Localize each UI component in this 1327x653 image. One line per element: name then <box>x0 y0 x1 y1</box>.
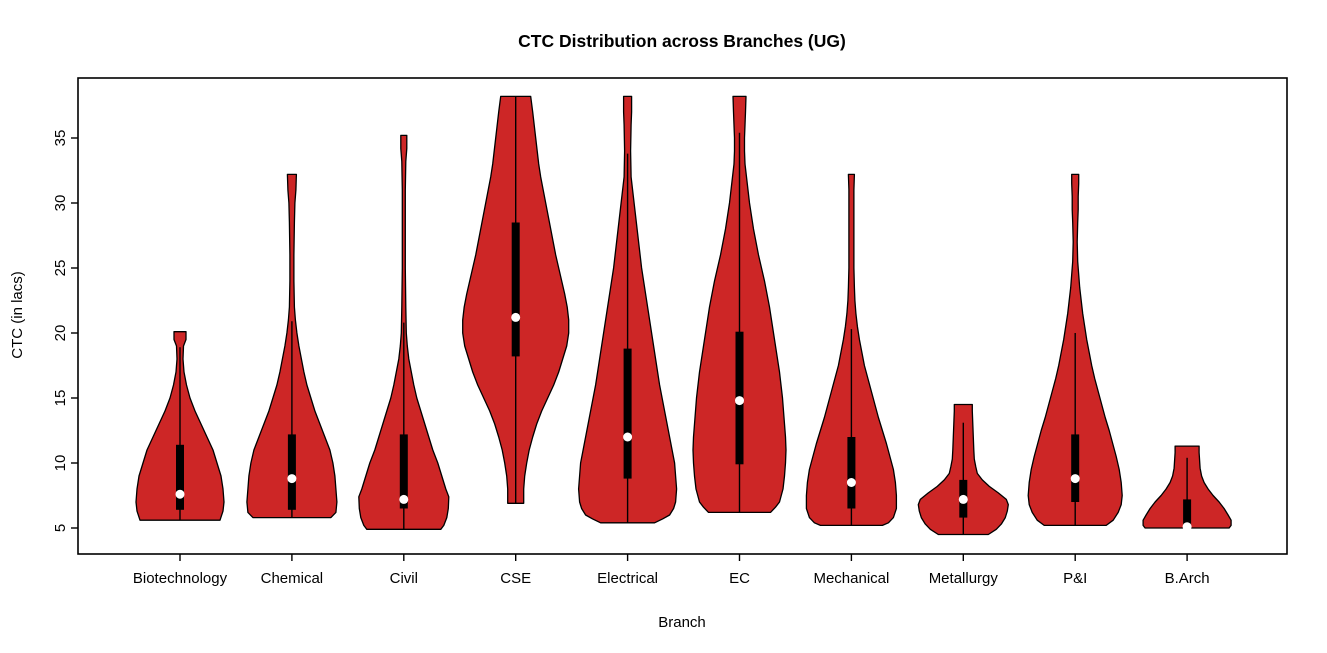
median-dot-biotechnology <box>175 489 185 499</box>
violin-electrical <box>577 95 678 524</box>
iqr-box-civil <box>399 434 408 509</box>
median-dot-mechanical <box>846 478 856 487</box>
y-axis-label: CTC (in lacs) <box>9 271 26 359</box>
iqr-box-biotechnology <box>176 444 184 510</box>
y-tick-label: 5 <box>52 524 69 532</box>
median-dot-metallurgy <box>958 494 968 504</box>
median-dot-electrical <box>623 432 633 442</box>
x-tick-label-3: Civil <box>390 570 418 587</box>
median-dot-b-arch <box>1182 522 1192 532</box>
y-tick-label: 15 <box>52 390 69 407</box>
violin-civil <box>358 134 450 530</box>
x-tick-label-6: EC <box>729 570 750 587</box>
iqr-box-b-arch <box>1183 499 1192 527</box>
x-tick-label-1: Biotechnology <box>133 570 228 587</box>
median-dot-p-i <box>1070 474 1080 484</box>
violin-ec <box>692 95 787 514</box>
iqr-box-cse <box>511 222 520 357</box>
x-tick-label-4: CSE <box>500 570 531 587</box>
x-tick-label-7: Mechanical <box>813 570 889 587</box>
iqr-box-chemical <box>287 434 296 510</box>
median-dot-chemical <box>287 474 297 484</box>
x-axis-ticks: Biotechnology Chemical Civil CSE Electrical E… <box>133 554 1210 587</box>
x-tick-label-9: P&I <box>1063 570 1087 587</box>
violin-cse <box>462 95 570 504</box>
median-dot-cse <box>511 312 521 322</box>
violin-mechanical <box>805 173 898 527</box>
median-dot-civil <box>399 494 409 504</box>
y-tick-label: 30 <box>52 195 69 212</box>
y-axis-ticks: 5 10 15 20 25 30 35 <box>52 130 78 532</box>
x-tick-label-10: B.Arch <box>1165 570 1210 587</box>
violin-b-arch <box>1142 445 1232 532</box>
violins <box>135 95 1232 536</box>
iqr-box-p-i <box>1071 434 1080 502</box>
chart-title: CTC Distribution across Branches (UG) <box>518 31 846 51</box>
x-axis-label: Branch <box>658 614 706 631</box>
x-tick-label-8: Metallurgy <box>929 570 999 587</box>
violin-biotechnology <box>135 331 225 521</box>
y-tick-label: 35 <box>52 130 69 147</box>
violin-p-i <box>1027 173 1123 527</box>
iqr-box-mechanical <box>847 437 856 509</box>
y-tick-label: 10 <box>52 455 69 472</box>
x-tick-label-2: Chemical <box>261 570 324 587</box>
x-tick-label-5: Electrical <box>597 570 658 587</box>
y-tick-label: 20 <box>52 325 69 342</box>
y-tick-label: 25 <box>52 260 69 277</box>
plot-border <box>77 77 1288 555</box>
violin-metallurgy <box>917 403 1009 536</box>
violin-chemical <box>246 173 338 519</box>
iqr-box-electrical <box>623 348 632 479</box>
median-dot-ec <box>735 396 744 406</box>
